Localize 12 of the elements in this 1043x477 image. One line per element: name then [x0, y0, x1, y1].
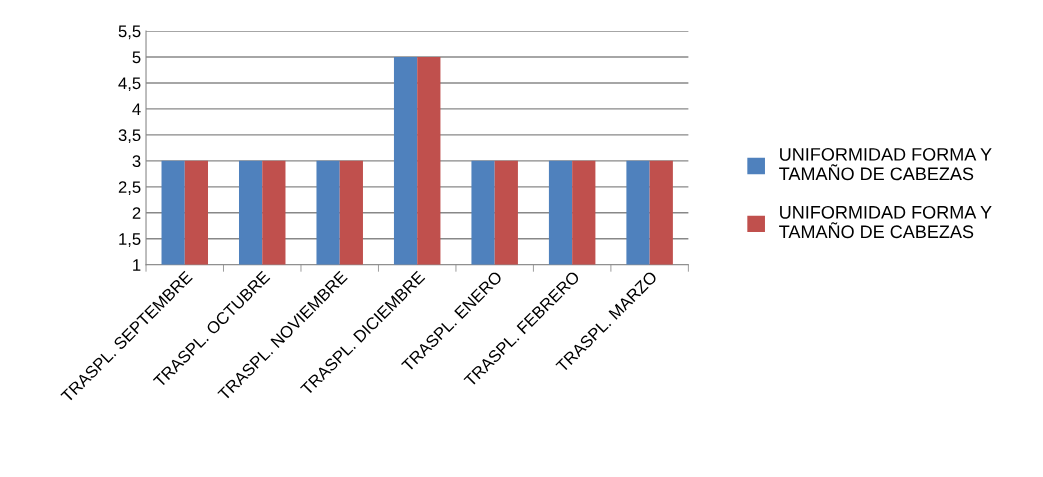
y-tick-label: 3,5 [118, 129, 141, 144]
y-tick-label: 4 [132, 103, 141, 115]
y-tick-label: 5,5 [118, 25, 141, 40]
y-tick-label: 3 [132, 155, 141, 168]
y-tick-label: 1 [133, 259, 141, 271]
legend-label: UNIFORMIDAD FORMA Y TAMAÑO DE CABEZAS [779, 147, 992, 181]
legend-label: UNIFORMIDAD FORMA Y TAMAÑO DE CABEZAS [779, 205, 992, 239]
y-tick-label: 5 [132, 51, 141, 64]
y-tick-label: 1,5 [119, 233, 141, 247]
y-tick-label: 2,5 [118, 181, 141, 195]
y-tick-label: 4,5 [118, 77, 141, 92]
y-tick-label: 2 [132, 207, 141, 219]
